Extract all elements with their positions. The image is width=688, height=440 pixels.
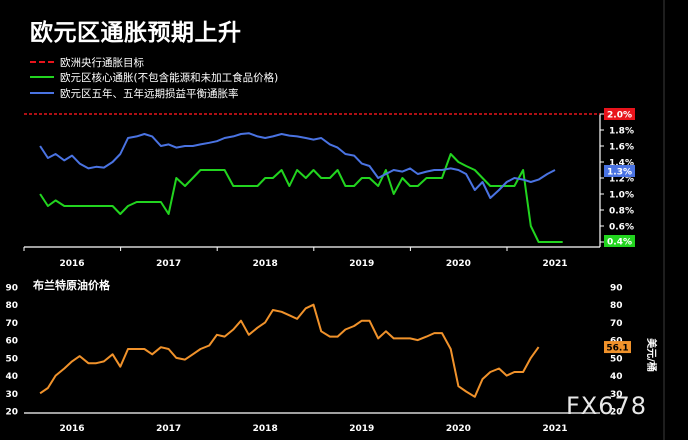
x-tick-label: 2018 [253,424,278,434]
y-tick-label-left: 70 [5,319,18,329]
frame-border [663,0,665,440]
legend-item-core-inflation: 欧元区核心通胀(不包含能源和未加工食品价格) [30,70,278,84]
brent-oil-line [39,303,540,398]
y-tick-label-left: 40 [5,372,18,382]
legend-label: 欧元区五年、五年远期损益平衡通胀率 [60,87,239,100]
y-tick-label-right: 50 [610,354,623,364]
x-tick-label: 2020 [446,424,471,434]
watermark-logo: FX678 [566,392,648,420]
y-tick-label-left: 30 [5,390,18,400]
y-tick-label-left: 20 [5,408,18,418]
y-tick-label: 1.4% [609,159,634,169]
y-tick-label-left: 60 [5,337,18,347]
legend-item-breakeven: 欧元区五年、五年远期损益平衡通胀率 [30,86,239,100]
core-inflation-line [39,153,563,243]
y-tick-label-left: 80 [5,301,18,311]
x-tick-label: 2021 [542,259,567,269]
x-tick-label: 2020 [446,259,471,269]
y-axis-unit-label: 美元/桶 [645,338,658,372]
target-value-label: 2.0% [607,111,632,121]
legend-swatch-blue [30,92,54,94]
x-tick-label: 2018 [253,259,278,269]
target-value-label-bg [604,108,635,120]
legend-swatch-green [30,76,54,78]
y-tick-label: 1.2% [609,175,634,185]
x-tick-label: 2019 [349,259,374,269]
legend-item-ecb-target: 欧洲央行通胀目标 [30,55,144,69]
y-tick-label-left: 90 [5,284,18,294]
page-title: 欧元区通胀预期上升 [30,20,242,46]
legend-swatch-dashed-red [30,61,54,63]
y-tick-label-right: 40 [610,372,623,382]
breakeven-end-label: 1.3% [607,168,632,178]
oil-end-label-bg [604,341,631,354]
oil-end-label: 56.1 [606,344,628,354]
legend-label: 欧元区核心通胀(不包含能源和未加工食品价格) [60,71,279,84]
y-tick-label: 1.0% [609,191,634,201]
brent-oil-chart: 90908080707060605050404030302020美元/桶2016… [5,284,658,435]
x-tick-label: 2016 [59,259,84,269]
y-tick-label-right: 80 [610,301,623,311]
oil-chart-title: 布兰特原油价格 [33,279,110,292]
y-tick-label: 1.6% [609,143,634,153]
inflation-chart: 2.0% 1.8% 1.6% 1.4% 1.2% 1.0% 0.8% 0.6% 0.4% 2016… [23,108,635,269]
x-tick-label: 2016 [59,424,84,434]
legend-label: 欧洲央行通胀目标 [60,56,144,69]
y-tick-label-right: 90 [610,284,623,294]
breakeven-end-label-bg [604,165,635,177]
x-tick-label: 2017 [156,259,181,269]
core-inflation-end-label: 0.4% [607,238,632,248]
y-tick-label-right: 70 [610,319,623,329]
x-tick-label: 2017 [156,424,181,434]
y-tick-label: 0.8% [609,207,634,217]
y-tick-label-right: 30 [610,390,623,400]
x-tick-label: 2021 [542,424,567,434]
breakeven-inflation-line [39,132,556,199]
y-tick-label-right: 20 [610,408,623,418]
y-tick-label-left: 50 [5,354,18,364]
core-inflation-end-label-bg [604,235,635,247]
y-tick-label: 0.6% [609,223,634,233]
x-tick-label: 2019 [349,424,374,434]
y-tick-label: 1.8% [609,127,634,137]
